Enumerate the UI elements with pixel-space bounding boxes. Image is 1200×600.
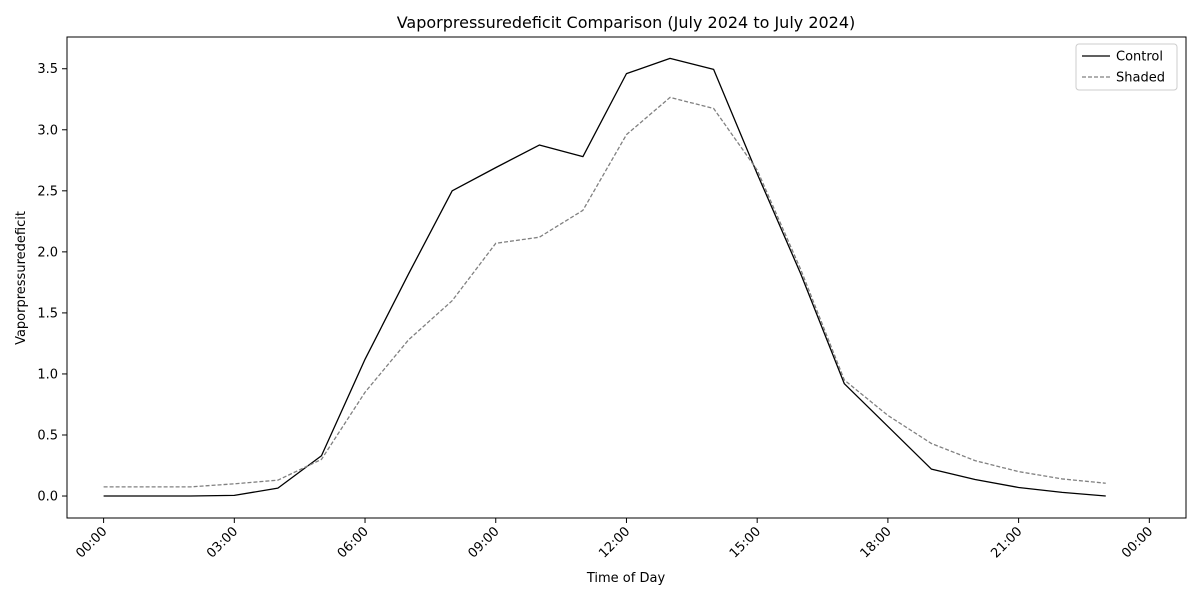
y-tick-label: 0.0 (37, 490, 58, 505)
y-axis: 0.0 0.5 1.0 1.5 2.0 2.5 3.0 3.5 (37, 62, 67, 505)
legend: Control Shaded (1075, 43, 1178, 91)
series-line-control (103, 57, 1106, 497)
y-tick-label: 1.5 (37, 306, 58, 321)
chart-title: Vaporpressuredeficit Comparison (July 20… (397, 13, 856, 32)
y-axis-label: Vaporpressuredeficit (14, 211, 29, 345)
y-tick-label: 1.0 (37, 367, 58, 382)
legend-label: Shaded (1116, 71, 1165, 86)
series-layer (103, 57, 1106, 497)
x-axis-label: Time of Day (586, 571, 666, 586)
y-tick-label: 2.0 (37, 245, 58, 260)
y-tick-label: 3.0 (37, 123, 58, 138)
y-tick-label: 2.5 (37, 184, 58, 199)
y-tick-label: 0.5 (37, 428, 58, 443)
legend-label: Control (1116, 50, 1163, 65)
y-tick-label: 3.5 (37, 62, 58, 77)
